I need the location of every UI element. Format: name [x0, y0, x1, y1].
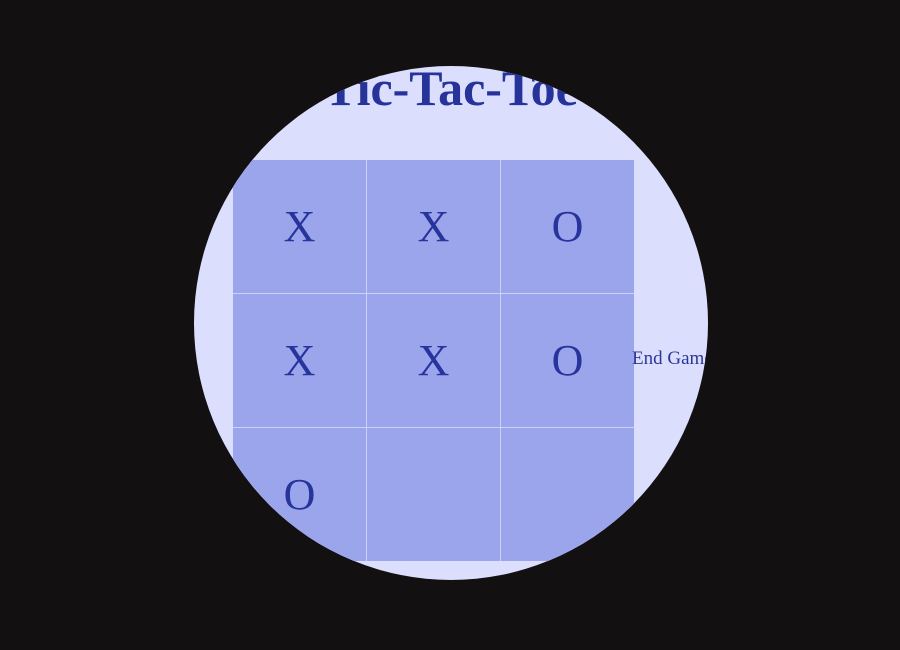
- board-cell-4[interactable]: X: [233, 294, 366, 427]
- game-viewport: Tic-Tac-Toe X X O X X O O End Game: [194, 66, 708, 580]
- game-board: X X O X X O O: [233, 160, 634, 561]
- end-game-button[interactable]: End Game: [632, 348, 708, 369]
- board-cell-9[interactable]: [501, 428, 634, 561]
- game-title: Tic-Tac-Toe: [324, 66, 578, 116]
- board-cell-5[interactable]: X: [367, 294, 500, 427]
- board-cell-6[interactable]: O: [501, 294, 634, 427]
- board-cell-8[interactable]: [367, 428, 500, 561]
- board-cell-1[interactable]: X: [233, 160, 366, 293]
- board-cell-2[interactable]: X: [367, 160, 500, 293]
- board-cell-7[interactable]: O: [233, 428, 366, 561]
- board-cell-3[interactable]: O: [501, 160, 634, 293]
